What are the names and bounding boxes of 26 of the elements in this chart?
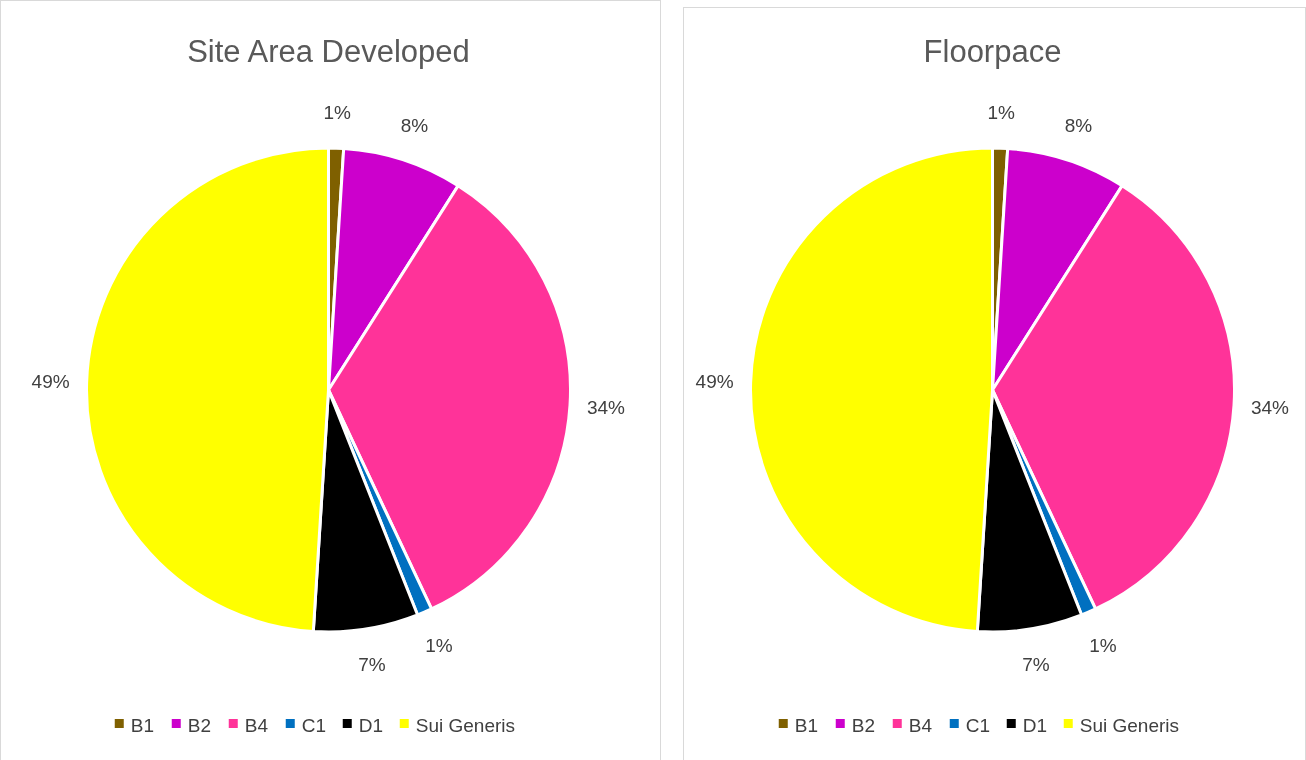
- data-label: 1%: [987, 101, 1016, 123]
- legend-label: D1: [358, 714, 384, 736]
- legend-label: B1: [794, 714, 818, 736]
- legend-label: B1: [130, 714, 154, 736]
- legend-label: B4: [244, 714, 269, 736]
- legend-label: Sui Generis: [415, 714, 516, 736]
- chart-title: Floorpace: [923, 34, 1062, 69]
- legend-label: B4: [908, 714, 933, 736]
- data-label: 1%: [1089, 634, 1117, 656]
- data-label: 7%: [358, 654, 386, 676]
- chart-title: Site Area Developed: [187, 34, 470, 69]
- data-label: 7%: [1022, 654, 1050, 676]
- legend-label: C1: [965, 714, 991, 736]
- legend-label: B2: [851, 714, 875, 736]
- data-label: 34%: [1250, 397, 1290, 419]
- data-label: 8%: [400, 115, 429, 137]
- data-label: 34%: [586, 397, 626, 419]
- data-label: 1%: [323, 101, 352, 123]
- data-label: 1%: [425, 634, 453, 656]
- data-label: 8%: [1064, 115, 1093, 137]
- data-label: 49%: [695, 370, 734, 392]
- legend-label: D1: [1022, 714, 1048, 736]
- legend-label: Sui Generis: [1079, 714, 1180, 736]
- legend-label: C1: [301, 714, 327, 736]
- legend-label: B2: [187, 714, 211, 736]
- data-label: 49%: [31, 370, 70, 392]
